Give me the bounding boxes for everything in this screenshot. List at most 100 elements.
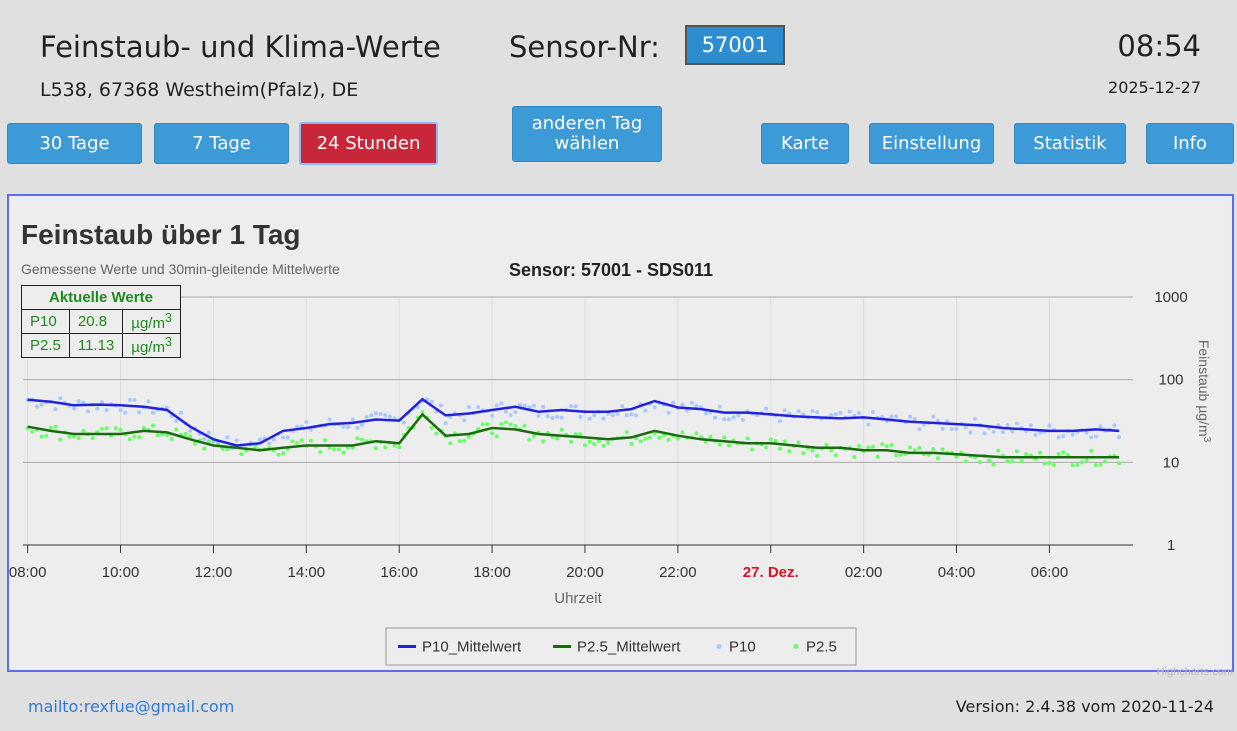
p25-average-line — [27, 412, 1120, 459]
p10-point — [796, 409, 801, 414]
p25-name: P2.5 — [21, 333, 70, 358]
p25-point — [44, 433, 49, 438]
p25-point — [963, 459, 968, 464]
legend-p10-label: P10 — [729, 639, 756, 656]
y-axis-title: Feinstaub µg/m3 — [1196, 340, 1212, 443]
p10-point — [764, 406, 769, 411]
x-tick-label: 20:00 — [566, 564, 604, 581]
p10-point — [713, 415, 718, 420]
p10-point — [894, 414, 899, 419]
p25-point — [164, 433, 169, 438]
p10-point — [652, 405, 657, 410]
p25-point — [462, 438, 467, 443]
choose-other-day-button[interactable]: anderen Tag wählen — [512, 106, 662, 162]
p10-point — [443, 421, 448, 426]
p25-point — [1010, 459, 1015, 464]
map-button[interactable]: Karte — [761, 123, 849, 164]
p25-point — [151, 423, 156, 428]
statistics-button[interactable]: Statistik — [1014, 123, 1126, 164]
p25-point — [573, 432, 578, 437]
x-tick-label: 04:00 — [938, 564, 976, 581]
settings-button[interactable]: Einstellung — [869, 123, 994, 164]
p10-point — [569, 404, 574, 409]
p10-point — [225, 435, 230, 440]
info-button[interactable]: Info — [1146, 123, 1234, 164]
p10-point — [104, 408, 109, 413]
p25-point — [504, 420, 509, 425]
p10-point — [991, 429, 996, 434]
p25-point — [276, 452, 281, 457]
p10-point — [917, 427, 922, 432]
p10-point — [949, 426, 954, 431]
p25-point — [494, 434, 499, 439]
p10-point — [132, 397, 137, 402]
p25-point — [1089, 448, 1094, 453]
p25-point — [657, 435, 662, 440]
p10-point — [680, 402, 685, 407]
p25-point — [513, 424, 518, 429]
p25-point — [624, 429, 629, 434]
p25-point — [113, 426, 118, 431]
mail-link[interactable]: mailto:rexfue@gmail.com — [28, 697, 235, 716]
p10-point — [731, 415, 736, 420]
p25-point — [912, 448, 917, 453]
p10-point — [466, 405, 471, 410]
p10-point — [513, 410, 518, 415]
p25-point — [1084, 458, 1089, 463]
30-days-button[interactable]: 30 Tage — [7, 123, 142, 164]
legend-p10-symbol — [716, 644, 722, 649]
p10-point — [517, 402, 522, 407]
24-hours-button[interactable]: 24 Stunden — [299, 122, 438, 165]
p10-point — [815, 410, 820, 415]
p25-point — [392, 443, 397, 448]
particulate-chart: Feinstaub über 1 Tag Gemessene Werte und … — [9, 219, 1212, 666]
p25-point — [555, 436, 560, 441]
p25-point — [341, 450, 346, 455]
p25-point — [67, 434, 72, 439]
p10-point — [281, 435, 286, 440]
p25-point — [745, 436, 750, 441]
p25-point — [490, 431, 495, 436]
p10-point — [1061, 434, 1066, 439]
p25-point — [1047, 461, 1052, 466]
p10-point — [127, 398, 132, 403]
p10-point — [722, 417, 727, 422]
p25-point — [527, 437, 532, 442]
p10-point — [870, 409, 875, 414]
p25-point — [183, 431, 188, 436]
highcharts-credits[interactable]: Highcharts.com — [1156, 666, 1233, 678]
p25-point — [104, 426, 109, 431]
y-axis-title-sup: 3 — [1201, 437, 1212, 443]
p10-point — [146, 399, 151, 404]
p25-point — [694, 431, 699, 436]
p10-point — [383, 413, 388, 418]
x-axis-title: Uhrzeit — [554, 590, 602, 607]
p10-point — [912, 416, 917, 421]
sensor-number-input[interactable]: 57001 — [685, 25, 785, 65]
p10-point — [573, 404, 578, 409]
p25-point — [192, 441, 197, 446]
p25-point — [675, 436, 680, 441]
p10-point — [940, 426, 945, 431]
p10-point — [685, 408, 690, 413]
p10-point — [620, 404, 625, 409]
p25-point — [373, 446, 378, 451]
p10-point — [801, 412, 806, 417]
p10-point — [736, 413, 741, 418]
p10-point — [99, 400, 104, 405]
p25-point — [782, 439, 787, 444]
7-days-button[interactable]: 7 Tage — [154, 123, 289, 164]
x-tick-label: 18:00 — [473, 564, 511, 581]
p25-point — [908, 445, 913, 450]
p10-point — [829, 413, 834, 418]
p25-point — [852, 454, 857, 459]
p10-point — [931, 414, 936, 419]
p25-point — [1024, 452, 1029, 457]
p10-point — [1033, 432, 1038, 437]
p25-point — [485, 422, 490, 427]
p25-point — [987, 458, 992, 463]
p25-unit-text: µg/m — [131, 339, 165, 356]
p25-point — [239, 452, 244, 457]
p25-point — [336, 447, 341, 452]
x-tick-label: 10:00 — [102, 564, 140, 581]
